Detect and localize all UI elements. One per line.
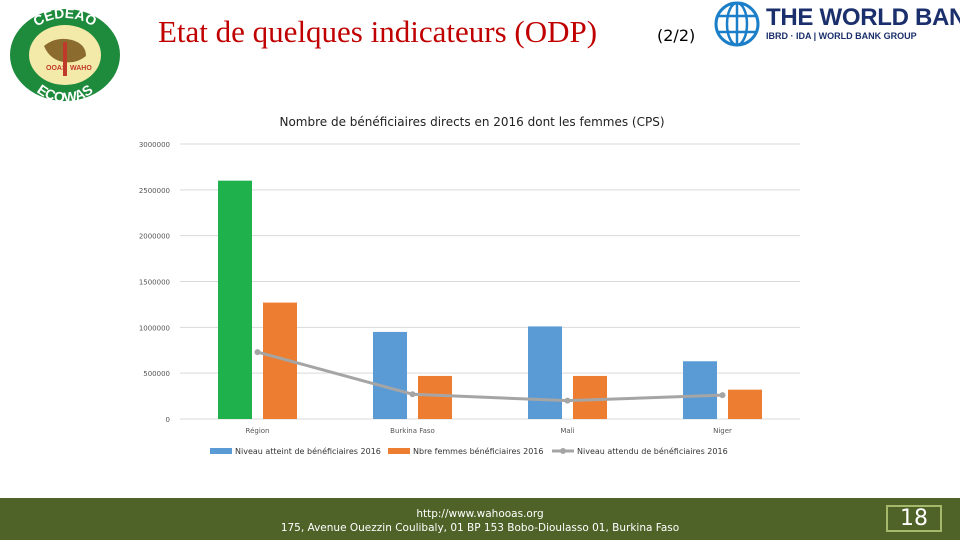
bar [728,389,762,419]
y-tick-label: 2000000 [139,233,170,241]
page-number: 18 [886,505,942,532]
y-tick-label: 3000000 [139,141,170,149]
world-bank-name: THE WORLD BANK [766,4,960,31]
bar [573,375,607,419]
svg-text:CEDEAO: CEDEAO [30,6,99,29]
legend-label: Niveau attendu de bénéficiaires 2016 [577,446,728,456]
line-point [719,392,726,399]
ecowas-logo: CEDEAO ECOWAS OOAS WAHO [10,6,120,104]
bar [373,331,407,419]
y-tick-label: 500000 [143,370,170,378]
y-tick-label: 1000000 [139,324,170,332]
chart-legend: Niveau atteint de bénéficiaires 2016 Nbre… [210,446,728,456]
y-tick-label: 1500000 [139,279,170,287]
chart-y-ticks: 0 500000 1000000 1500000 2000000 2500000 30000… [139,141,170,424]
world-bank-subtitle: IBRD · IDA | WORLD BANK GROUP [766,31,917,41]
legend-swatch-marker [560,448,566,454]
legend-label: Nbre femmes bénéficiaires 2016 [413,446,543,456]
chart-line-series [254,349,726,404]
bar [683,361,717,419]
bar-chart: Nombre de bénéficiaires directs en 2016 … [139,115,800,456]
line-series [257,350,723,403]
x-tick-label: Burkina Faso [390,427,435,435]
line-point [409,391,416,398]
footer-address: 175, Avenue Ouezzin Coulibaly, 01 BP 153… [280,522,680,534]
slide-title: Etat de quelques indicateurs (ODP) [158,14,598,49]
x-tick-label: Région [246,427,270,435]
svg-text:ECOWAS: ECOWAS [34,81,95,104]
logo-ring-bottom: ECOWAS [34,81,95,104]
bar [418,375,452,419]
logo-right-text: WAHO [70,65,92,72]
slide-page-indicator: (2/2) [657,26,696,45]
bar [528,326,562,419]
logo-left-text: OOAS [46,65,67,72]
line-point [254,349,261,356]
legend-swatch [210,448,232,454]
bar [218,180,252,419]
y-tick-label: 2500000 [139,187,170,195]
chart-title: Nombre de bénéficiaires directs en 2016 … [279,115,664,129]
footer-url[interactable]: http://www.wahooas.org [416,508,544,520]
chart-x-ticks: Région Burkina Faso Mali Niger [246,427,733,435]
x-tick-label: Mali [560,427,574,435]
legend-label: Niveau atteint de bénéficiaires 2016 [235,446,381,456]
x-tick-label: Niger [713,427,732,435]
logo-ring-top: CEDEAO [30,6,99,29]
y-tick-label: 0 [166,416,170,424]
chart-bars [218,180,762,419]
line-point [564,397,571,404]
footer-bar: http://www.wahooas.org 175, Avenue Ouezz… [0,498,960,540]
legend-swatch [388,448,410,454]
world-bank-logo [714,1,760,47]
